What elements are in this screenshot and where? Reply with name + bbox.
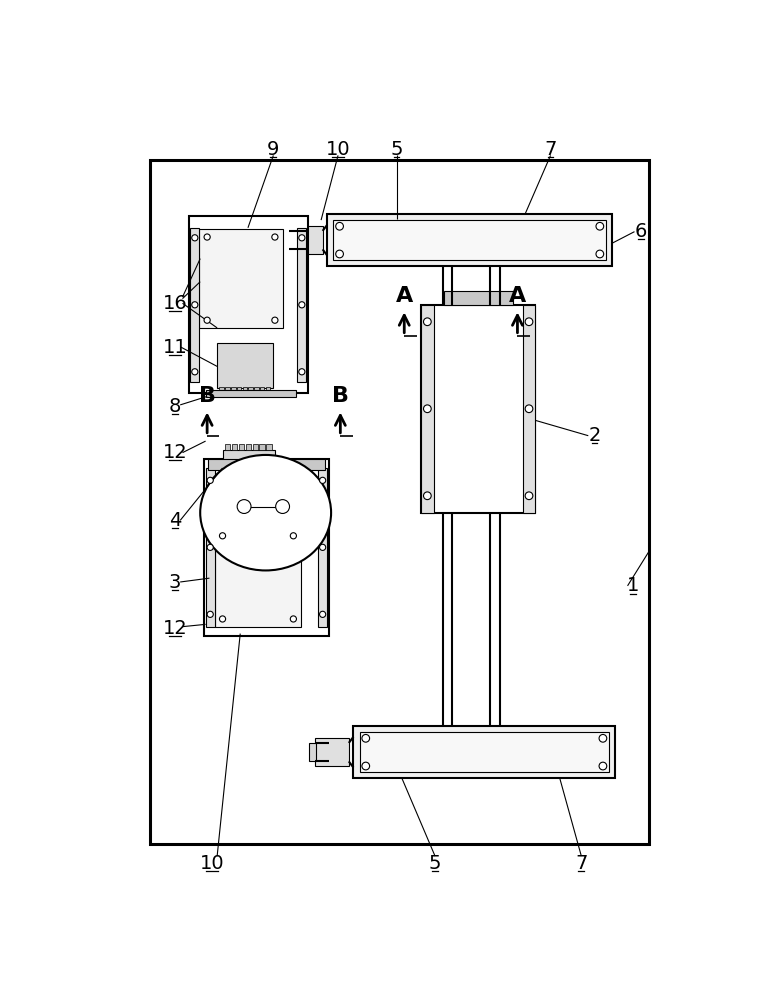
Bar xyxy=(328,214,612,266)
Circle shape xyxy=(362,762,370,770)
Circle shape xyxy=(336,250,344,258)
Bar xyxy=(309,743,317,761)
Bar xyxy=(217,343,272,388)
Text: 6: 6 xyxy=(634,222,647,241)
Bar xyxy=(354,726,615,778)
Circle shape xyxy=(272,234,278,240)
Text: 3: 3 xyxy=(169,572,181,591)
Text: 1: 1 xyxy=(627,576,639,595)
Bar xyxy=(288,226,323,254)
Circle shape xyxy=(299,302,305,308)
Bar xyxy=(282,231,290,249)
Bar xyxy=(222,450,275,471)
Text: A: A xyxy=(396,286,413,306)
Circle shape xyxy=(204,317,210,323)
Ellipse shape xyxy=(200,455,331,570)
Bar xyxy=(249,387,253,393)
Bar xyxy=(254,387,258,393)
Bar xyxy=(334,220,606,260)
Bar xyxy=(206,389,297,397)
Text: 10: 10 xyxy=(199,854,224,873)
Text: 12: 12 xyxy=(163,443,187,462)
Circle shape xyxy=(320,477,326,483)
Circle shape xyxy=(237,500,251,513)
Text: B: B xyxy=(199,386,216,406)
Bar xyxy=(150,160,649,844)
Circle shape xyxy=(362,734,370,742)
Text: 10: 10 xyxy=(326,140,351,159)
Bar xyxy=(239,444,244,450)
Text: 8: 8 xyxy=(169,397,181,416)
Circle shape xyxy=(596,250,604,258)
Bar xyxy=(360,732,609,772)
Circle shape xyxy=(192,302,198,308)
Bar xyxy=(259,444,265,450)
Text: 12: 12 xyxy=(163,619,187,638)
Circle shape xyxy=(599,762,607,770)
Bar xyxy=(190,228,199,382)
Circle shape xyxy=(525,318,533,326)
Circle shape xyxy=(320,544,326,550)
Bar xyxy=(199,229,282,328)
Circle shape xyxy=(320,611,326,617)
Bar xyxy=(421,305,433,513)
Text: 5: 5 xyxy=(390,140,403,159)
Bar xyxy=(215,528,301,627)
Circle shape xyxy=(207,544,213,550)
Bar xyxy=(206,468,215,627)
Bar xyxy=(523,305,535,513)
Bar xyxy=(219,387,224,393)
Bar xyxy=(208,459,325,470)
Circle shape xyxy=(207,477,213,483)
Bar xyxy=(225,444,230,450)
Bar xyxy=(315,738,349,766)
Circle shape xyxy=(275,500,289,513)
Text: 5: 5 xyxy=(429,854,441,873)
Bar xyxy=(265,387,270,393)
Text: 7: 7 xyxy=(575,854,588,873)
Circle shape xyxy=(525,492,533,500)
Bar xyxy=(260,387,265,393)
Bar xyxy=(204,459,329,636)
Circle shape xyxy=(423,492,431,500)
Bar xyxy=(443,291,513,305)
Bar xyxy=(242,387,247,393)
Circle shape xyxy=(525,405,533,413)
Circle shape xyxy=(192,235,198,241)
Circle shape xyxy=(272,317,278,323)
Bar xyxy=(189,216,308,393)
Bar xyxy=(225,387,230,393)
Bar xyxy=(252,444,258,450)
Bar xyxy=(318,468,328,627)
Text: 11: 11 xyxy=(163,338,187,357)
Circle shape xyxy=(596,222,604,230)
Text: 9: 9 xyxy=(267,140,279,159)
Circle shape xyxy=(599,734,607,742)
Text: B: B xyxy=(332,386,349,406)
Text: 2: 2 xyxy=(588,426,601,445)
Bar xyxy=(421,305,535,513)
Circle shape xyxy=(204,234,210,240)
Bar xyxy=(298,228,307,382)
Bar xyxy=(232,444,237,450)
Circle shape xyxy=(290,616,297,622)
Circle shape xyxy=(219,616,225,622)
Circle shape xyxy=(423,405,431,413)
Text: 16: 16 xyxy=(163,294,187,313)
Circle shape xyxy=(299,369,305,375)
Circle shape xyxy=(336,222,344,230)
Bar xyxy=(237,387,242,393)
Text: 7: 7 xyxy=(545,140,557,159)
Circle shape xyxy=(423,318,431,326)
Circle shape xyxy=(219,533,225,539)
Circle shape xyxy=(207,611,213,617)
Bar xyxy=(245,444,251,450)
Text: 4: 4 xyxy=(169,511,181,530)
Circle shape xyxy=(192,369,198,375)
Bar xyxy=(266,444,272,450)
Circle shape xyxy=(290,533,297,539)
Text: A: A xyxy=(509,286,526,306)
Circle shape xyxy=(299,235,305,241)
Bar xyxy=(231,387,235,393)
